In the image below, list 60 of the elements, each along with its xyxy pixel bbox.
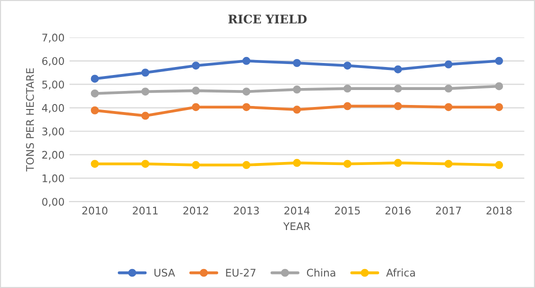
point — [141, 112, 150, 120]
x-tick-label: 2013 — [234, 206, 259, 215]
y-tick-label: 7,00 — [42, 34, 64, 43]
point — [343, 84, 352, 93]
point — [90, 89, 99, 98]
point — [292, 59, 301, 67]
point — [141, 160, 150, 168]
point — [242, 88, 250, 96]
point — [343, 160, 352, 168]
point — [343, 62, 352, 70]
point — [292, 86, 301, 94]
legend-label: USA — [154, 268, 176, 277]
x-tick-label: 2010 — [82, 206, 108, 215]
point — [141, 68, 150, 77]
x-tick-label: 2018 — [486, 206, 512, 215]
y-tick-label: 4,00 — [42, 104, 64, 113]
point — [242, 103, 250, 112]
y-tick-label: 0,00 — [42, 198, 64, 207]
point — [90, 74, 99, 83]
x-tick-label: 2016 — [385, 206, 411, 215]
chart-title: RICE YIELD — [228, 14, 307, 24]
point — [192, 62, 200, 70]
point — [292, 106, 301, 114]
point — [394, 102, 402, 110]
y-tick-label: 5,00 — [42, 80, 64, 90]
point — [192, 103, 200, 112]
point — [394, 65, 402, 74]
point — [90, 160, 99, 168]
point — [444, 60, 452, 68]
point — [192, 86, 200, 95]
x-tick-label: 2012 — [183, 206, 208, 215]
point — [242, 56, 250, 65]
legend-label: EU-27 — [226, 268, 256, 277]
point — [444, 103, 452, 112]
x-tick-label: 2011 — [132, 206, 158, 215]
point — [444, 84, 452, 93]
x-tick-label: 2014 — [284, 206, 310, 215]
y-axis-title: TONS PER HECTARE — [26, 68, 34, 172]
y-tick-label: 3,00 — [42, 127, 64, 136]
legend-label: China — [306, 268, 336, 277]
point — [192, 161, 200, 170]
y-tick-label: 2,00 — [42, 150, 64, 160]
legend-label: Africa — [386, 268, 415, 277]
point — [292, 158, 301, 167]
point — [495, 161, 504, 170]
point — [141, 88, 150, 96]
point — [90, 106, 99, 114]
x-tick-label: 2017 — [436, 206, 461, 215]
point — [495, 56, 504, 65]
y-tick-label: 1,00 — [42, 174, 64, 184]
point — [495, 82, 504, 90]
x-tick-label: 2015 — [334, 206, 360, 215]
point — [242, 161, 250, 170]
point — [343, 102, 352, 110]
point — [394, 84, 402, 93]
point — [444, 160, 452, 168]
point — [394, 158, 402, 167]
x-axis-title: YEAR — [283, 222, 310, 230]
point — [495, 103, 504, 112]
y-tick-label: 6,00 — [42, 57, 64, 66]
